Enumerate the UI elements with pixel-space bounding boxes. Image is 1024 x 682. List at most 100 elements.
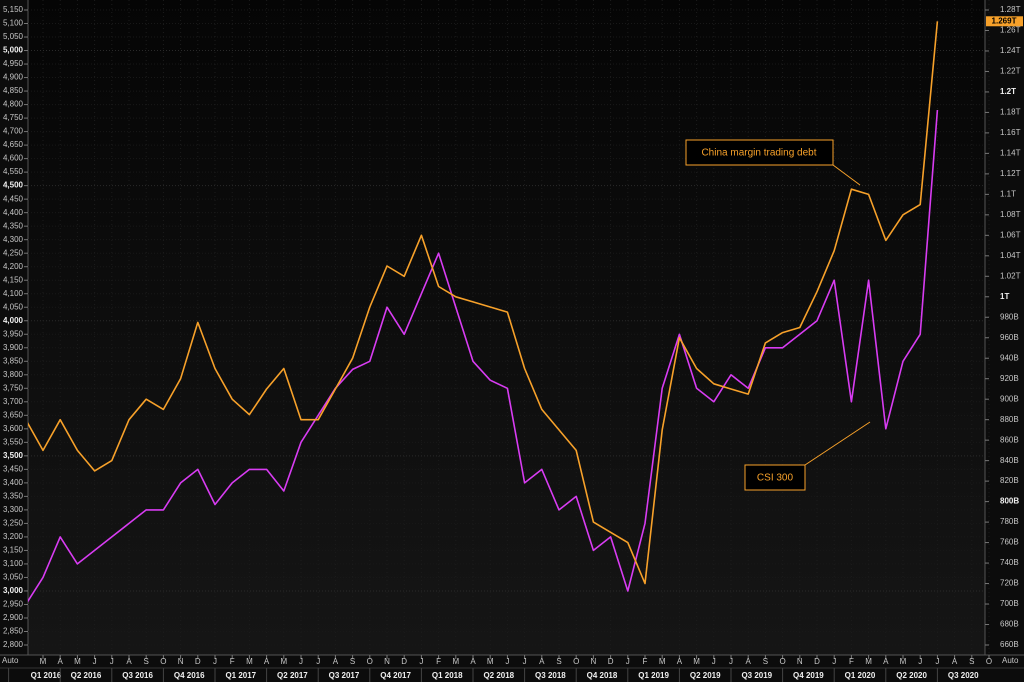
x-tick-label: D [195, 657, 201, 666]
y-tick-label: 4,350 [3, 221, 24, 230]
x-tick-label: M [693, 657, 700, 666]
axes: 2,800 2,850 2,900 2,950 3,000 3,050 3,100 3,150… [3, 5, 1023, 682]
quarter-label: Q1 2018 [432, 671, 463, 680]
annotation-leader [804, 421, 871, 466]
y-tick-label: 4,450 [3, 194, 24, 203]
y2-tick-label: 1.22T [1000, 67, 1021, 76]
y-tick-label: 2,800 [3, 640, 24, 649]
quarter-label: Q1 2016 [31, 671, 62, 680]
y2-tick-label: 800B [1000, 497, 1019, 506]
x-tick-label: F [643, 657, 648, 666]
y-tick-label: 4,600 [3, 154, 24, 163]
x-tick-label: M [40, 657, 47, 666]
y-tick-label: 4,850 [3, 86, 24, 95]
x-tick-label: J [110, 657, 114, 666]
quarter-label: Q1 2019 [638, 671, 669, 680]
y-tick-label: 3,300 [3, 505, 24, 514]
y2-tick-label: 1.24T [1000, 46, 1021, 55]
x-tick-label: A [470, 657, 476, 666]
y-tick-label: 4,800 [3, 100, 24, 109]
y2-tick-label: 1.18T [1000, 108, 1021, 117]
x-tick-label: A [677, 657, 683, 666]
y2-tick-label: 840B [1000, 456, 1019, 465]
y2-tick-label: 1.14T [1000, 148, 1021, 157]
y-tick-label: 5,100 [3, 19, 24, 28]
corner-label: Auto [1002, 656, 1019, 665]
current-value-tag [986, 16, 1023, 27]
y-tick-label: 4,900 [3, 73, 24, 82]
y2-tick-label: 1.06T [1000, 230, 1021, 239]
y2-tick-label: 720B [1000, 579, 1019, 588]
y-tick-label: 4,700 [3, 127, 24, 136]
x-tick-label: J [626, 657, 630, 666]
y-tick-label: 4,750 [3, 113, 24, 122]
y2-tick-label: 1.26T [1000, 26, 1021, 35]
series-line [28, 21, 939, 585]
y-tick-label: 3,050 [3, 573, 24, 582]
y-tick-label: 3,000 [3, 586, 24, 595]
x-tick-label: F [849, 657, 854, 666]
y-tick-label: 3,500 [3, 451, 24, 460]
y-tick-label: 3,200 [3, 532, 24, 541]
x-tick-label: J [213, 657, 217, 666]
quarter-label: Q3 2017 [329, 671, 360, 680]
annotation-leader [832, 164, 861, 186]
x-tick-label: M [74, 657, 81, 666]
x-tick-label: A [883, 657, 889, 666]
y-tick-label: 3,550 [3, 437, 24, 446]
x-tick-label: J [935, 657, 939, 666]
y-tick-label: 4,200 [3, 262, 24, 271]
y2-tick-label: 1.16T [1000, 128, 1021, 137]
x-tick-label: M [280, 657, 287, 666]
quarter-label: Q3 2020 [948, 671, 979, 680]
quarter-label: Q4 2018 [587, 671, 618, 680]
x-tick-label: A [58, 657, 64, 666]
quarter-label: Q3 2019 [741, 671, 772, 680]
quarter-label: Q2 2017 [277, 671, 308, 680]
left-axis-panel [0, 0, 28, 655]
y-tick-label: 3,700 [3, 397, 24, 406]
y-tick-label: 5,150 [3, 5, 24, 14]
x-tick-label: N [591, 657, 597, 666]
x-tick-label: M [900, 657, 907, 666]
y2-tick-label: 740B [1000, 558, 1019, 567]
x-tick-label: S [144, 657, 149, 666]
y-tick-label: 4,050 [3, 302, 24, 311]
y-tick-label: 4,300 [3, 235, 24, 244]
y-tick-label: 4,100 [3, 289, 24, 298]
quarter-label: Q4 2019 [793, 671, 824, 680]
series-line [28, 109, 939, 603]
x-tick-label: J [523, 657, 527, 666]
quarter-label: Q4 2016 [174, 671, 205, 680]
x-tick-label: A [539, 657, 545, 666]
y2-tick-label: 680B [1000, 620, 1019, 629]
quarter-label: Q3 2016 [122, 671, 153, 680]
x-tick-label: S [350, 657, 355, 666]
y2-tick-label: 860B [1000, 435, 1019, 444]
quarter-label: Q2 2016 [71, 671, 102, 680]
y-tick-label: 3,800 [3, 370, 24, 379]
y-tick-label: 4,000 [3, 316, 24, 325]
y2-tick-label: 700B [1000, 599, 1019, 608]
x-tick-label: J [419, 657, 423, 666]
annotation-text: China margin trading debt [701, 148, 816, 159]
x-tick-label: A [264, 657, 270, 666]
y-tick-label: 3,850 [3, 356, 24, 365]
y-tick-label: 3,250 [3, 519, 24, 528]
y2-tick-label: 1.02T [1000, 271, 1021, 280]
quarter-label: Q1 2017 [225, 671, 256, 680]
y-tick-label: 3,450 [3, 464, 24, 473]
x-tick-label: M [865, 657, 872, 666]
y-tick-label: 3,150 [3, 546, 24, 555]
y-tick-label: 4,250 [3, 248, 24, 257]
x-tick-label: F [230, 657, 235, 666]
x-tick-label: A [126, 657, 132, 666]
x-tick-label: M [452, 657, 459, 666]
y2-tick-label: 1.1T [1000, 189, 1016, 198]
x-tick-label: J [316, 657, 320, 666]
x-tick-label: J [832, 657, 836, 666]
annotation-text: CSI 300 [757, 473, 794, 484]
y-tick-label: 3,400 [3, 478, 24, 487]
